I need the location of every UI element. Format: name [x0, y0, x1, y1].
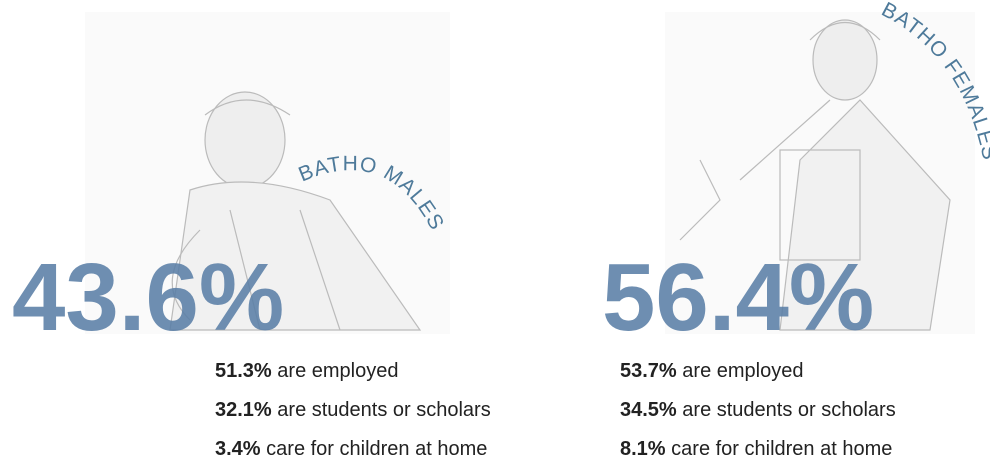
stat-text: are students or scholars — [277, 399, 490, 421]
share-percent: 43.6% — [12, 244, 284, 351]
share-percent: 56.4% — [602, 244, 874, 351]
stat-text: care for children at home — [671, 438, 892, 460]
stat-value: 32.1% — [215, 399, 272, 421]
stat-value: 53.7% — [620, 360, 677, 382]
stat-text: are employed — [682, 360, 803, 382]
stat-text: are students or scholars — [682, 399, 895, 421]
stat-value: 51.3% — [215, 360, 272, 382]
stat-line: 53.7% are employed — [620, 360, 803, 382]
stat-text: are employed — [277, 360, 398, 382]
stat-value: 8.1% — [620, 438, 666, 460]
stat-line: 34.5% are students or scholars — [620, 399, 896, 421]
stat-line: 3.4% care for children at home — [215, 438, 487, 460]
infographic: BATHO MALES 43.6% 51.3% are employed 32.… — [0, 0, 990, 460]
stat-text: care for children at home — [266, 438, 487, 460]
stat-line: 51.3% are employed — [215, 360, 398, 382]
stat-value: 34.5% — [620, 399, 677, 421]
stat-value: 3.4% — [215, 438, 261, 460]
stat-line: 8.1% care for children at home — [620, 438, 892, 460]
stat-line: 32.1% are students or scholars — [215, 399, 491, 421]
